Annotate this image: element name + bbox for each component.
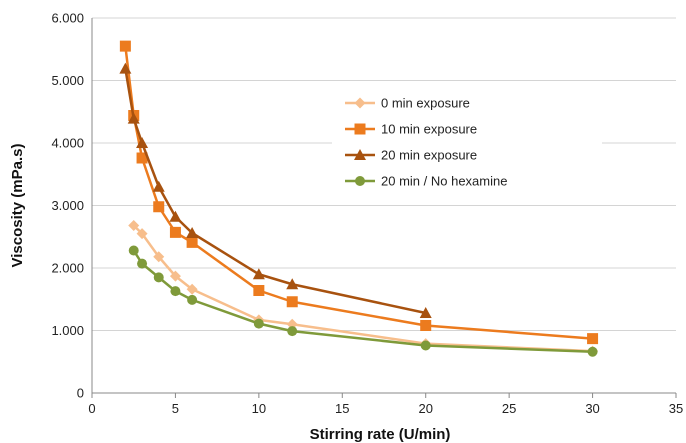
axes — [91, 18, 677, 398]
data-point — [286, 278, 299, 290]
data-point — [153, 251, 165, 263]
data-point — [587, 333, 599, 345]
data-point — [253, 285, 265, 296]
series-1 — [128, 220, 599, 357]
data-point — [153, 272, 164, 283]
y-tick-label: 2.000 — [51, 261, 84, 276]
y-tick-label: 5.000 — [51, 73, 84, 88]
data-point — [136, 152, 148, 164]
data-point — [253, 318, 264, 329]
data-point — [587, 346, 598, 357]
x-tick-label: 20 — [418, 401, 432, 416]
x-axis-title: Stirring rate (U/min) — [310, 426, 451, 443]
y-tick-label: 0 — [77, 386, 84, 401]
data-point — [153, 201, 165, 213]
data-point — [187, 294, 198, 305]
grid-lines — [92, 17, 676, 331]
x-tick-label: 15 — [335, 401, 349, 416]
data-point — [186, 236, 198, 248]
legend-entry: 10 min exposure — [345, 122, 477, 137]
data-point — [136, 228, 148, 240]
series-3 — [119, 62, 432, 318]
x-tick-label: 35 — [669, 401, 683, 416]
data-point — [286, 296, 298, 308]
y-tick-label: 6.000 — [51, 11, 84, 26]
data-point — [128, 245, 139, 256]
data-point — [169, 270, 181, 282]
y-tick-label: 3.000 — [51, 198, 84, 213]
data-point — [169, 210, 182, 222]
data-point — [169, 226, 181, 238]
data-point — [287, 326, 298, 337]
x-tick-label: 25 — [502, 401, 516, 416]
legend-marker — [355, 176, 365, 186]
series-group — [119, 40, 599, 357]
legend-label: 20 min / No hexamine — [381, 174, 507, 189]
y-axis-title: Viscosity (mPa.s) — [9, 144, 26, 268]
legend-marker — [354, 149, 366, 160]
legend-entry: 0 min exposure — [345, 96, 470, 111]
legend: 0 min exposure 10 min exposure 20 min expo… — [345, 96, 507, 189]
y-tick-label: 4.000 — [51, 136, 84, 151]
y-tick-labels: 0 1.000 2.000 3.000 4.000 5.000 6.000 — [51, 11, 84, 401]
data-point — [119, 62, 132, 74]
legend-marker — [354, 123, 366, 135]
legend-background — [332, 84, 602, 196]
legend-label: 20 min exposure — [381, 148, 477, 163]
data-point — [170, 286, 181, 297]
legend-entry: 20 min exposure — [345, 148, 477, 163]
data-point — [152, 180, 165, 192]
x-tick-labels: 0 5 10 15 20 25 30 35 — [88, 401, 683, 416]
data-point — [252, 268, 265, 280]
series-line — [132, 249, 593, 353]
data-point — [186, 283, 198, 295]
series-4 — [128, 245, 598, 357]
y-tick-label: 1.000 — [51, 323, 84, 338]
data-point — [137, 258, 148, 269]
legend-label: 10 min exposure — [381, 122, 477, 137]
legend-marker — [354, 97, 366, 109]
data-point — [420, 340, 431, 351]
data-point — [419, 307, 432, 318]
series-line — [124, 45, 593, 340]
data-point — [136, 137, 149, 148]
data-point — [186, 227, 199, 238]
data-point — [420, 320, 432, 331]
legend-entry: 20 min / No hexamine — [345, 174, 507, 189]
data-point — [127, 112, 140, 124]
legend-label: 0 min exposure — [381, 96, 470, 111]
x-tick-label: 10 — [252, 401, 266, 416]
data-point — [119, 40, 131, 52]
data-point — [128, 220, 140, 231]
x-tick-label: 5 — [172, 401, 179, 416]
x-tick-label: 0 — [88, 401, 95, 416]
x-tick-label: 30 — [585, 401, 599, 416]
